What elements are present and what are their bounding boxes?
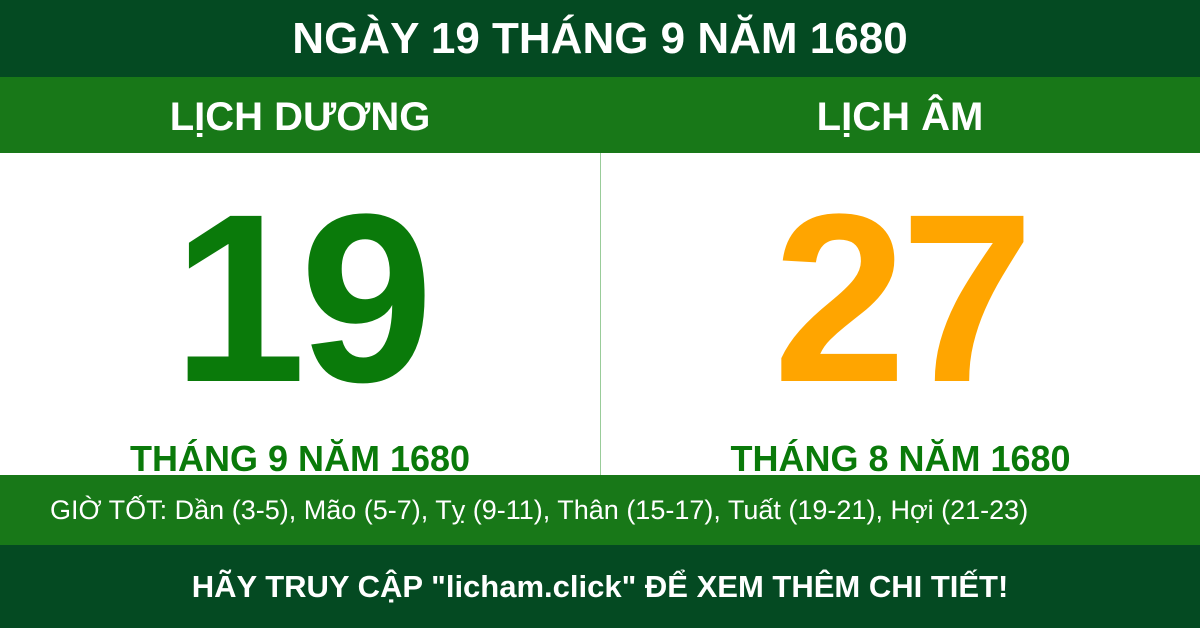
solar-label: LỊCH DƯƠNG bbox=[0, 77, 600, 153]
good-hours: GIỜ TỐT: Dần (3-5), Mão (5-7), Tỵ (9-11)… bbox=[0, 475, 1200, 545]
title: NGÀY 19 THÁNG 9 NĂM 1680 bbox=[0, 0, 1200, 77]
footer: HÃY TRUY CẬP "licham.click" ĐỂ XEM THÊM … bbox=[0, 545, 1200, 628]
solar-month-year: THÁNG 9 NĂM 1680 bbox=[129, 438, 471, 479]
lunar-label: LỊCH ÂM bbox=[600, 77, 1200, 153]
lunar-day: 27 bbox=[773, 164, 1034, 432]
solar-day: 19 bbox=[172, 164, 434, 432]
solar-panel: 19 THÁNG 9 NĂM 1680 bbox=[0, 153, 601, 479]
lunar-month-year: THÁNG 8 NĂM 1680 bbox=[730, 438, 1071, 479]
lunar-panel: 27 THÁNG 8 NĂM 1680 bbox=[601, 153, 1200, 479]
